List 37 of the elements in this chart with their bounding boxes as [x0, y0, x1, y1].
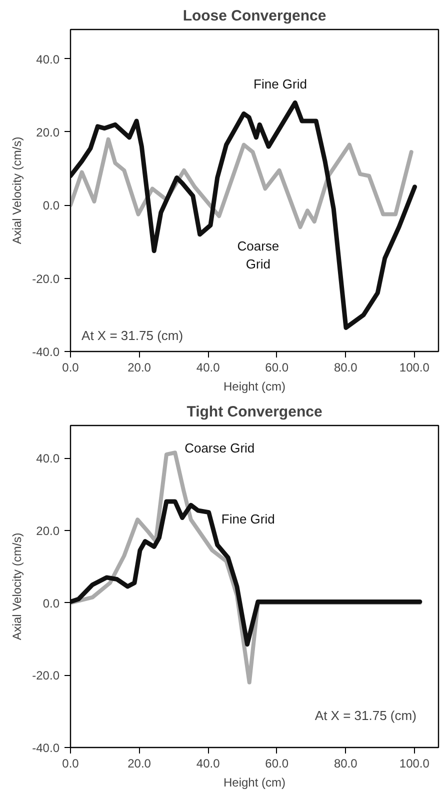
x-tick-label: 80.0: [334, 756, 358, 770]
series-label: Fine Grid: [254, 76, 307, 92]
x-tick-label: 80.0: [334, 360, 358, 374]
y-tick-label: 40.0: [36, 452, 60, 466]
x-axis-title: Height (cm): [223, 776, 286, 790]
y-tick-label: 40.0: [36, 52, 60, 66]
line-series: [70, 100, 418, 330]
x-tick-label: 100.0: [399, 756, 430, 770]
x-tick-label: 100.0: [399, 360, 430, 374]
y-axis-title: Axial Velocity (cm/s): [10, 532, 24, 640]
x-tick-label: 20.0: [128, 756, 152, 770]
x-tick-label: 0.0: [62, 756, 80, 770]
annotation: At X = 31.75 (cm): [82, 328, 184, 343]
y-tick-label: 20.0: [36, 125, 60, 140]
y-tick-label: -40.0: [32, 345, 60, 359]
y-tick-label: -20.0: [32, 668, 60, 683]
chart-title: Loose Convergence: [182, 8, 326, 24]
x-tick-label: 40.0: [196, 360, 220, 374]
y-tick-label: -40.0: [32, 741, 60, 755]
series-label: Coarse Grid: [237, 238, 280, 272]
x-tick-label: 60.0: [265, 756, 289, 770]
x-axis-title: Height (cm): [223, 380, 286, 394]
y-tick-label: 0.0: [42, 596, 60, 610]
x-tick-label: 40.0: [196, 756, 220, 770]
line-series: [70, 499, 422, 647]
x-tick-label: 20.0: [128, 360, 152, 374]
line-series: [70, 137, 414, 230]
x-tick-label: 0.0: [62, 360, 80, 374]
annotation: At X = 31.75 (cm): [314, 708, 416, 723]
y-tick-label: -20.0: [32, 272, 60, 286]
series-label: Fine Grid: [221, 511, 275, 526]
chart-title: Tight Convergence: [186, 404, 322, 420]
series-label: Coarse Grid: [184, 440, 255, 456]
y-axis-title: Axial Velocity (cm/s): [10, 136, 24, 244]
y-tick-label: 20.0: [36, 524, 60, 538]
y-tick-label: 0.0: [42, 198, 60, 213]
x-tick-label: 60.0: [265, 360, 289, 374]
